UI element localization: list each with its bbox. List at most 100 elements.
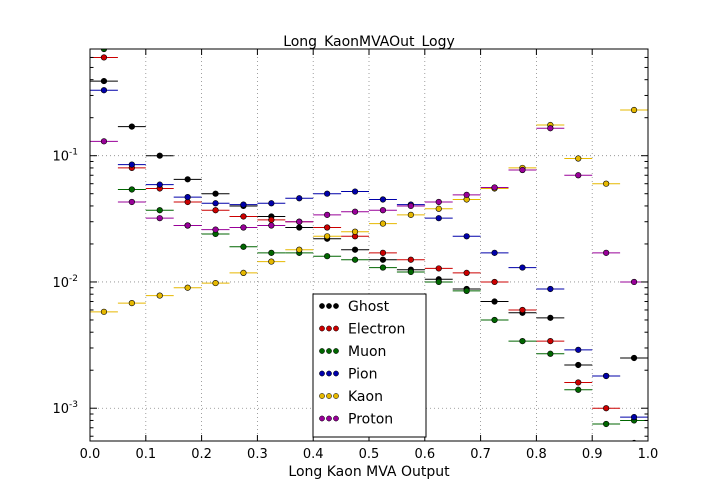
legend-item-muon: Muon — [319, 344, 386, 360]
data-point — [407, 268, 414, 276]
x-tick-label: 0.2 — [191, 447, 212, 462]
data-point — [575, 155, 582, 162]
series-kaon — [90, 106, 648, 315]
legend-label: Muon — [348, 344, 386, 360]
data-point — [351, 228, 359, 235]
data-point — [379, 207, 387, 214]
chart-title: Long_KaonMVAOut_Logy — [283, 34, 455, 50]
data-point — [491, 316, 498, 324]
legend-marker — [326, 303, 332, 309]
legend-marker — [333, 393, 339, 399]
data-point — [379, 264, 387, 271]
data-point — [603, 420, 610, 428]
data-point — [296, 195, 303, 202]
data-point — [100, 77, 108, 85]
data-point — [324, 224, 331, 231]
legend-marker — [333, 370, 339, 377]
data-point — [212, 207, 219, 214]
data-point — [212, 226, 219, 233]
data-point — [603, 405, 610, 412]
data-point — [603, 180, 610, 187]
y-tick-label: 10-1 — [52, 148, 78, 165]
data-point — [547, 125, 554, 132]
x-axis-label: Long Kaon MVA Output — [288, 464, 450, 480]
legend-label: Proton — [348, 412, 393, 428]
data-point — [575, 172, 582, 179]
legend-item-pion: Pion — [319, 367, 377, 383]
data-point — [630, 278, 638, 286]
data-point — [156, 292, 163, 299]
x-tick-label: 0.0 — [80, 447, 101, 462]
data-point — [547, 285, 554, 293]
data-point — [351, 256, 359, 263]
legend-marker — [326, 325, 332, 332]
data-point — [128, 300, 135, 307]
data-point — [630, 354, 638, 362]
data-point — [296, 218, 303, 225]
data-point — [212, 190, 219, 197]
data-point — [463, 233, 470, 240]
data-point — [296, 224, 303, 231]
data-point — [575, 386, 582, 393]
data-point — [435, 278, 442, 286]
data-point — [240, 224, 247, 231]
data-point — [156, 152, 163, 159]
series-muon — [90, 49, 648, 428]
data-point — [519, 338, 526, 345]
legend-marker — [326, 370, 332, 377]
data-point — [575, 361, 582, 369]
data-point — [379, 220, 387, 227]
data-point — [407, 211, 414, 218]
legend-marker — [326, 415, 332, 422]
data-point — [519, 306, 526, 314]
data-point — [128, 198, 135, 206]
legend-marker — [319, 393, 325, 399]
data-point — [491, 298, 498, 305]
y-tick-label: 10-2 — [52, 274, 78, 291]
legend-label: Pion — [348, 367, 377, 383]
data-point — [491, 278, 498, 286]
data-point — [128, 186, 135, 193]
x-tick-label: 0.4 — [303, 447, 324, 462]
data-point — [128, 123, 135, 130]
data-point — [435, 205, 442, 212]
legend-marker — [319, 415, 325, 422]
legend-marker — [333, 303, 339, 309]
grid — [90, 49, 648, 441]
x-tick-label: 0.8 — [526, 447, 547, 462]
x-tick-label: 0.5 — [359, 447, 380, 462]
data-point — [212, 279, 219, 287]
data-point — [184, 222, 191, 229]
data-point — [379, 256, 387, 263]
data-point — [100, 308, 108, 315]
x-tick-label: 0.1 — [135, 447, 156, 462]
data-point — [296, 246, 303, 253]
data-point — [435, 198, 442, 206]
data-point — [156, 181, 163, 188]
legend-marker — [319, 325, 325, 332]
data-point — [435, 265, 442, 272]
data-point — [240, 243, 247, 250]
data-point — [268, 200, 275, 207]
data-point — [268, 258, 275, 265]
data-point — [463, 191, 470, 198]
legend-label: Ghost — [348, 299, 390, 315]
data-point — [519, 166, 526, 174]
data-point — [184, 176, 191, 183]
data-point — [547, 350, 554, 357]
legend-marker — [333, 415, 339, 422]
data-point — [240, 213, 247, 220]
data-point — [100, 87, 108, 94]
data-point — [268, 249, 275, 256]
data-point — [268, 216, 275, 224]
data-point — [407, 202, 414, 210]
legend-marker — [333, 348, 339, 354]
data-point — [100, 54, 108, 61]
x-tick-label: 0.3 — [247, 447, 268, 462]
series-pion — [90, 87, 648, 421]
data-point — [603, 372, 610, 380]
data-point — [324, 211, 331, 218]
data-point — [240, 201, 247, 208]
legend-marker — [319, 348, 325, 354]
series-layer — [90, 49, 648, 441]
